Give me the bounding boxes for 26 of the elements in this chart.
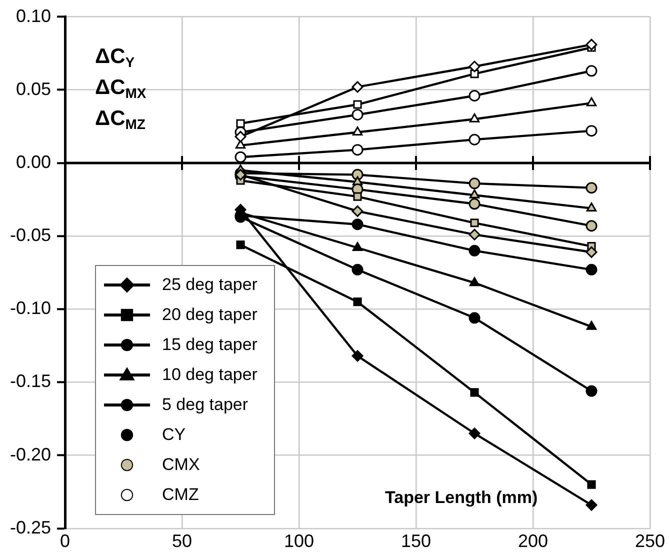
y-tick-label: -0.25 xyxy=(10,517,52,538)
legend-label: 20 deg taper xyxy=(162,305,258,325)
x-tick-label: 250 xyxy=(634,531,666,552)
y-tick-label: -0.05 xyxy=(10,225,52,246)
x-tick-label: 200 xyxy=(518,531,548,552)
annotation: ΔC$_{MX}$ xyxy=(95,75,146,103)
x-axis-title: Taper Length (mm) xyxy=(385,488,538,508)
legend-label: 10 deg taper xyxy=(162,365,258,385)
legend-label: 25 deg taper xyxy=(162,275,258,295)
y-tick-label: -0.15 xyxy=(10,371,52,392)
legend-label: CMX xyxy=(162,455,200,475)
y-tick-label: 0.10 xyxy=(16,6,52,26)
y-tick-label: -0.10 xyxy=(10,298,52,318)
x-tick-label: 0 xyxy=(60,531,70,552)
legend-label: 15 deg taper xyxy=(162,335,258,355)
annotation: ΔC$_{MZ}$ xyxy=(95,106,146,134)
x-tick-label: 150 xyxy=(400,531,432,552)
legend-label: CMZ xyxy=(162,485,199,505)
annotation: ΔC$_{Y}$ xyxy=(95,44,136,72)
legend-label: CY xyxy=(162,425,186,445)
y-tick-label: 0.00 xyxy=(16,152,52,172)
legend-label: 5 deg taper xyxy=(162,395,248,415)
y-tick-label: 0.05 xyxy=(16,78,52,99)
x-tick-label: 100 xyxy=(284,531,314,552)
y-tick-label: -0.20 xyxy=(10,444,52,464)
x-tick-label: 50 xyxy=(172,531,192,552)
